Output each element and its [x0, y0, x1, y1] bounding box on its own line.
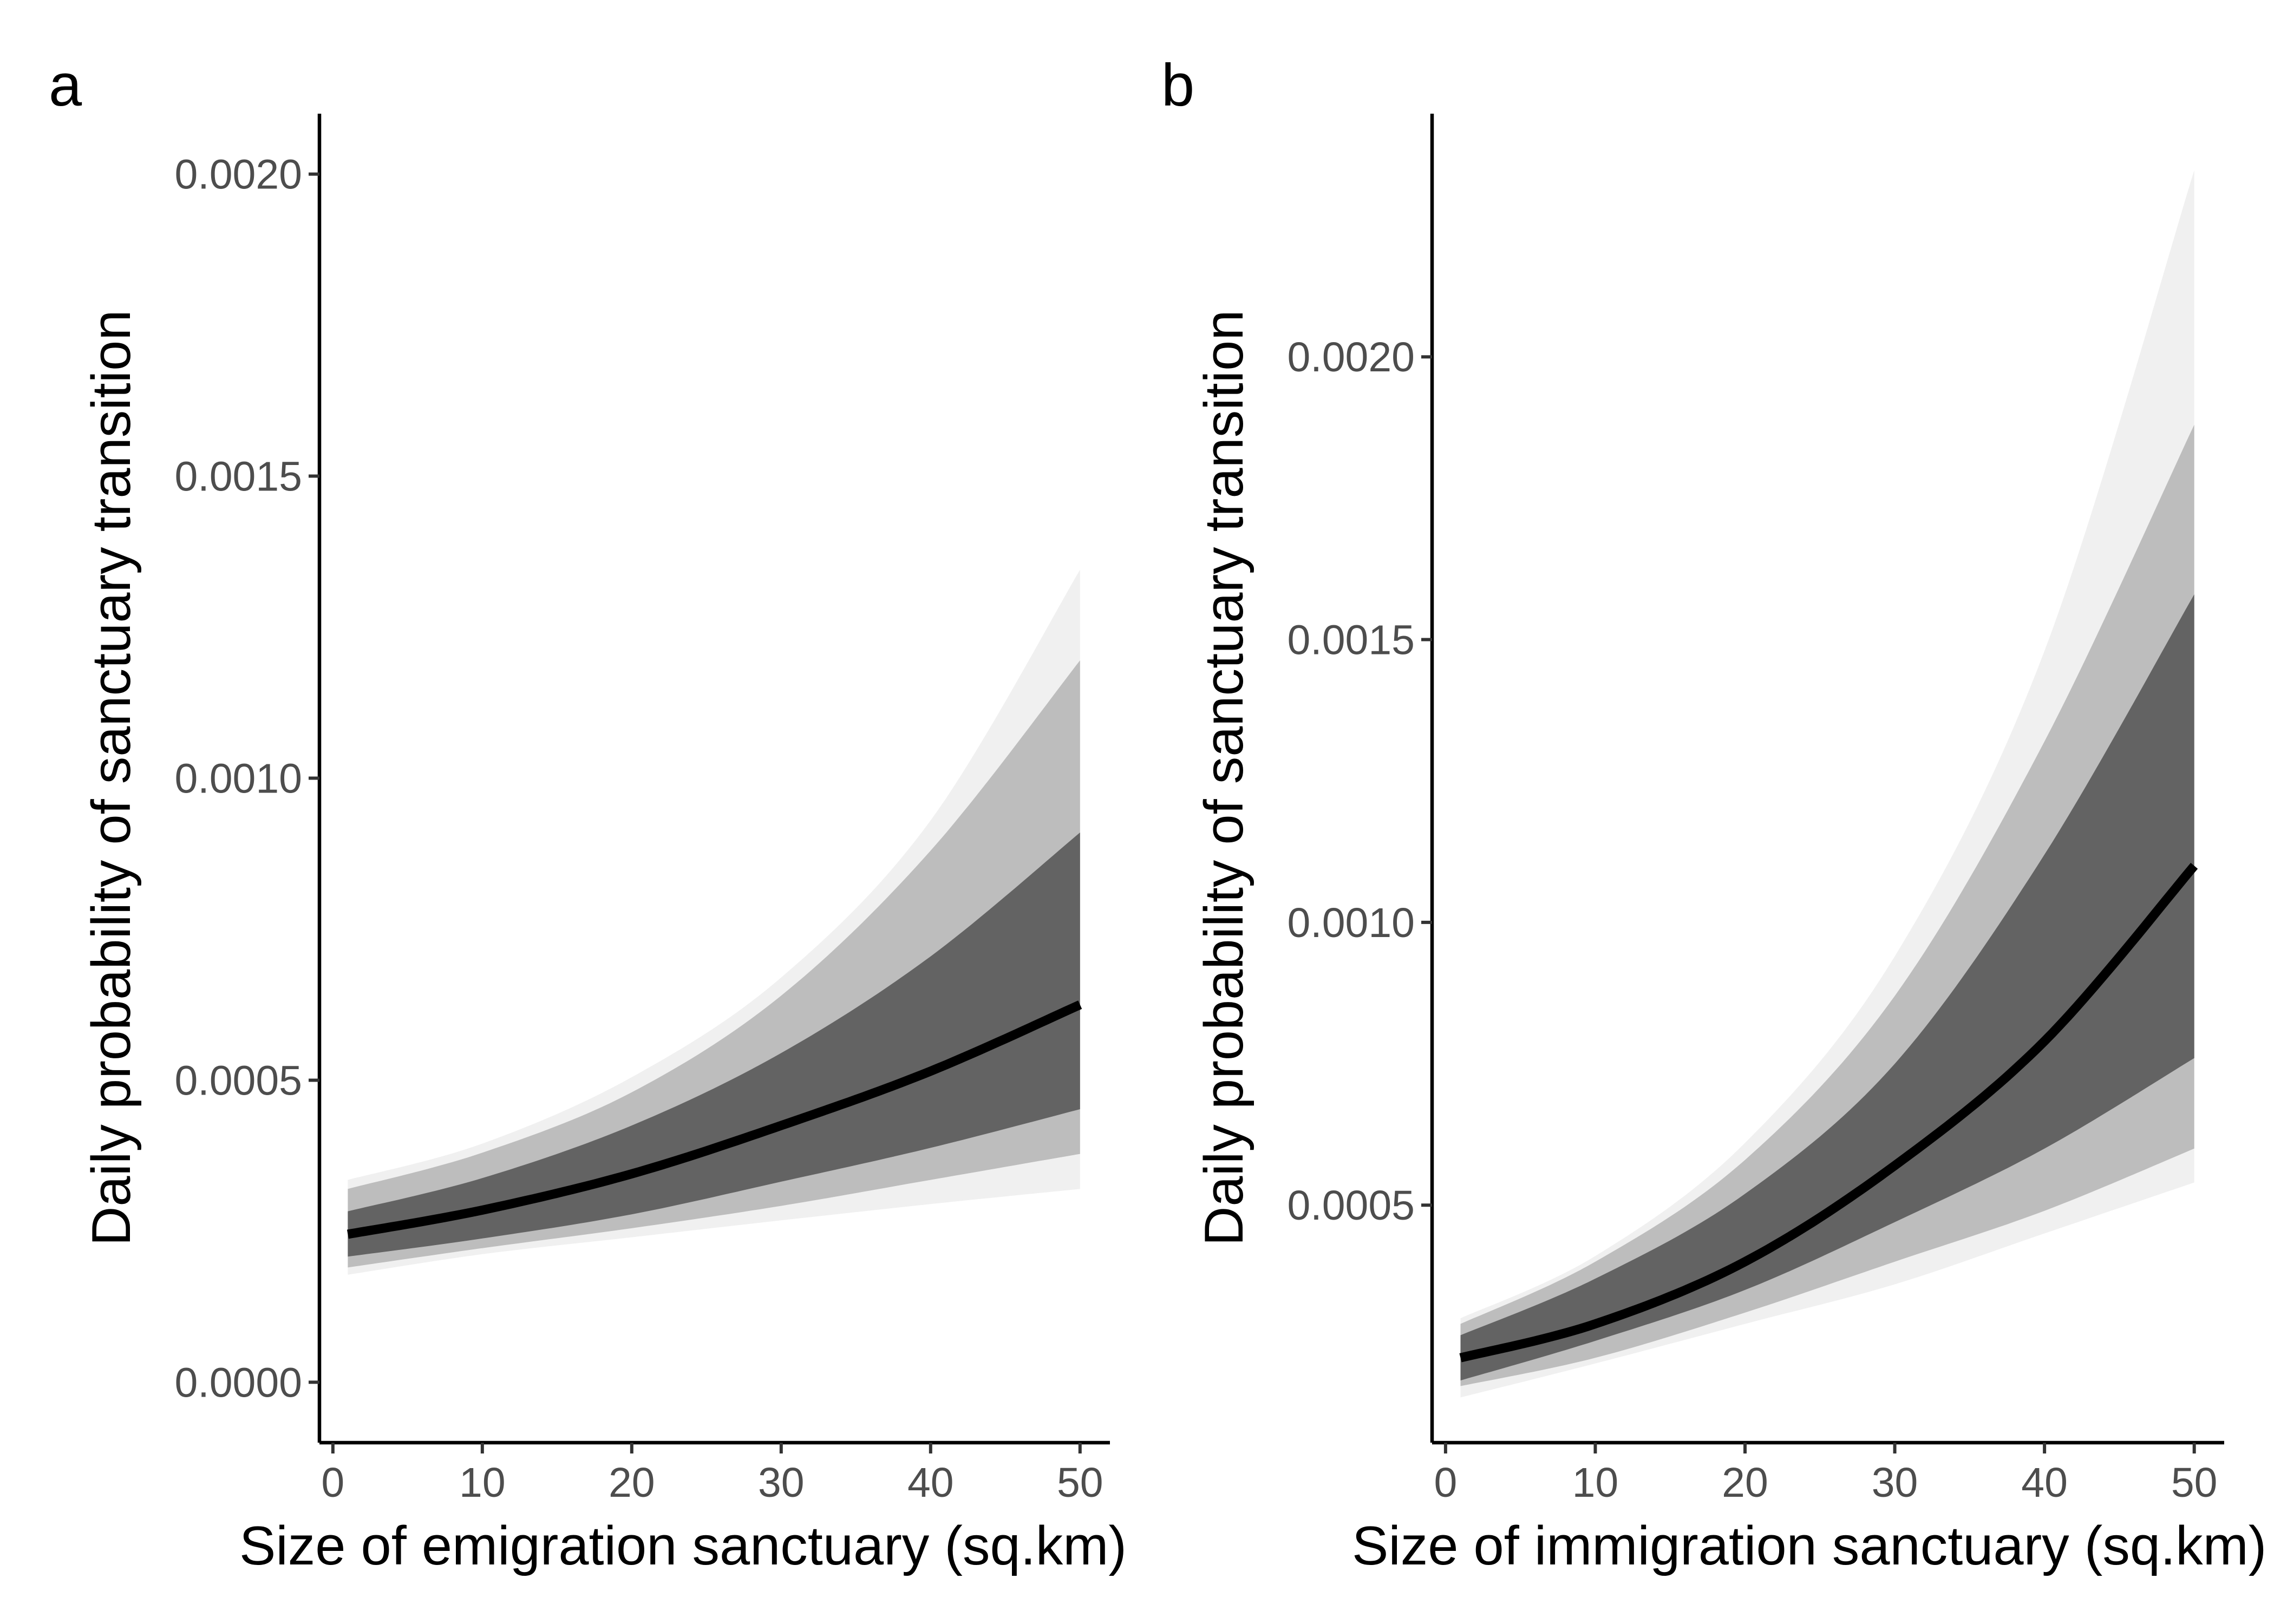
y-tick-label: 0.0005 [1287, 1182, 1415, 1229]
y-tick-label: 0.0015 [174, 454, 302, 500]
y-tick-label: 0.0020 [1287, 334, 1415, 381]
y-tick-label: 0.0005 [174, 1057, 302, 1104]
panel-a: 0 10 20 30 40 50 0.0000 0.0005 0.0010 0.0015 0.002… [49, 52, 1127, 1576]
x-tick-label: 50 [2171, 1459, 2218, 1506]
y-axis-title: Daily probability of sanctuary transitio… [1194, 310, 1254, 1246]
x-tick-label: 10 [1572, 1459, 1619, 1506]
ci-band-inner [1460, 594, 2194, 1381]
x-tick-label: 0 [321, 1459, 344, 1506]
x-axis-title: Size of emigration sanctuary (sq.km) [239, 1516, 1127, 1576]
x-tick-label: 50 [1057, 1459, 1103, 1506]
ci-band-inner [348, 832, 1080, 1257]
y-axis-title: Daily probability of sanctuary transitio… [81, 310, 142, 1246]
y-tick-label: 0.0015 [1287, 617, 1415, 664]
x-tick-label: 40 [2021, 1459, 2068, 1506]
y-tick-label: 0.0010 [1287, 900, 1415, 946]
x-tick-label: 20 [609, 1459, 655, 1506]
x-axis-title: Size of immigration sanctuary (sq.km) [1352, 1516, 2266, 1576]
panel-label: b [1161, 52, 1194, 119]
x-tick-label: 20 [1722, 1459, 1768, 1506]
median-line [1459, 862, 2198, 1363]
y-tick-label: 0.0000 [174, 1359, 302, 1406]
x-tick-label: 30 [758, 1459, 805, 1506]
x-tick-label: 10 [459, 1459, 506, 1506]
y-tick-label: 0.0020 [174, 152, 302, 198]
x-tick-label: 0 [1434, 1459, 1457, 1506]
panel-b: 0 10 20 30 40 50 0.0005 0.0010 0.0015 0.0020 Size … [1161, 52, 2266, 1576]
x-tick-label: 40 [907, 1459, 954, 1506]
x-tick-label: 30 [1872, 1459, 1918, 1506]
y-tick-label: 0.0010 [174, 756, 302, 802]
panel-label: a [49, 52, 82, 119]
median-line [347, 1000, 1082, 1239]
